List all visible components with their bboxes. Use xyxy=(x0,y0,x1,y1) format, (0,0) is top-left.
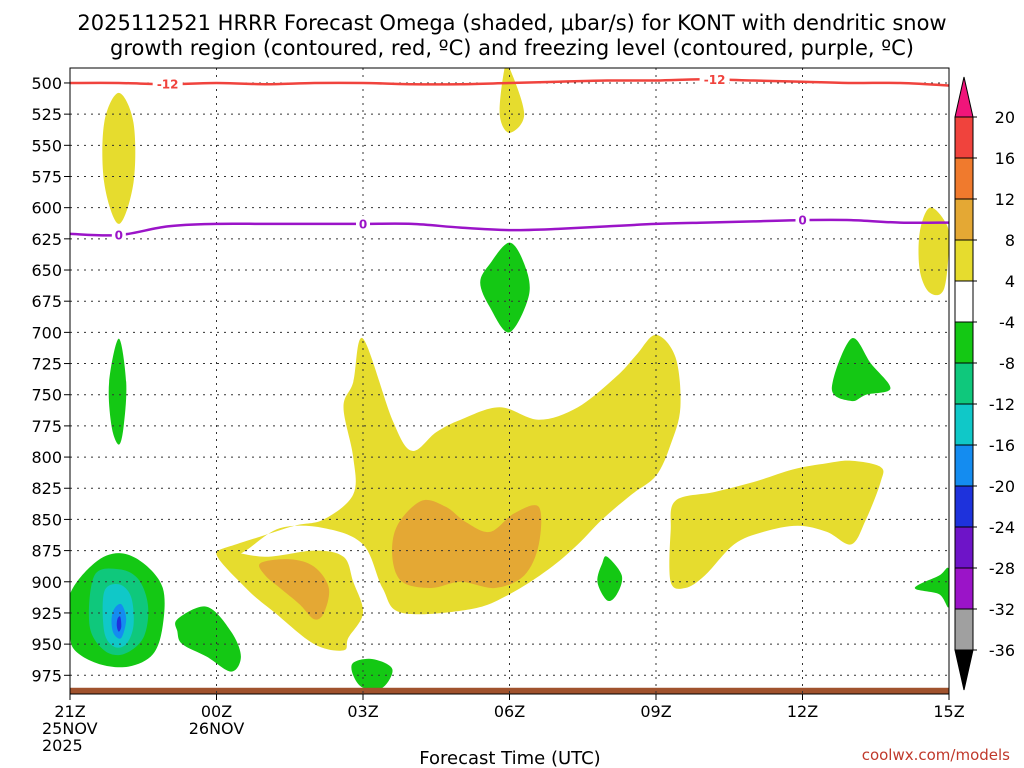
colorbar-segment-7 xyxy=(954,403,974,446)
x-tick-label-12-0: 09Z xyxy=(640,702,671,721)
omega-region-13 xyxy=(175,606,241,672)
freezing-contour-label-bg-2 xyxy=(795,212,810,229)
omega-region-1 xyxy=(499,68,525,133)
x-tick-label-0-1: 25NOV xyxy=(42,719,98,738)
y-tick-label-825: 825 xyxy=(31,479,62,498)
y-tick-label-900: 900 xyxy=(31,573,62,592)
dgz-contour-label-1: -12 xyxy=(704,73,726,87)
omega-region-11 xyxy=(597,556,623,602)
y-tick-label-600: 600 xyxy=(31,199,62,218)
colorbar-label--28: -28 xyxy=(989,559,1015,578)
y-tick-label-950: 950 xyxy=(31,635,62,654)
x-tick-label-3-1: 26NOV xyxy=(189,719,245,738)
colorbar-label--4: -4 xyxy=(999,313,1015,332)
colorbar-label-12: 12 xyxy=(995,190,1015,209)
chart-title-line2: growth region (contoured, red, ºC) and f… xyxy=(110,36,914,60)
colorbar-label-4: 4 xyxy=(1005,272,1015,291)
omega-region-10 xyxy=(831,338,891,402)
colorbar-label-8: 8 xyxy=(1005,231,1015,250)
ground-surface xyxy=(70,687,949,694)
x-tick-label-18-0: 15Z xyxy=(933,702,964,721)
colorbar-segment-1 xyxy=(954,157,974,200)
x-tick-label-3-0: 00Z xyxy=(201,702,232,721)
dgz-contour-label-bg-0 xyxy=(152,76,183,93)
freezing-contour-label-1: 0 xyxy=(359,217,367,231)
x-tick-label-6-0: 03Z xyxy=(347,702,378,721)
y-tick-label-775: 775 xyxy=(31,417,62,436)
colorbar-label--8: -8 xyxy=(999,354,1015,373)
omega-region-4 xyxy=(216,550,364,651)
y-tick-label-700: 700 xyxy=(31,323,62,342)
y-tick-label-650: 650 xyxy=(31,261,62,280)
credit-link[interactable]: coolwx.com/models xyxy=(862,746,1010,764)
y-tick-label-725: 725 xyxy=(31,355,62,374)
freezing-contour-label-bg-1 xyxy=(356,215,370,232)
omega-region-0 xyxy=(102,92,136,224)
colorbar-label--36: -36 xyxy=(989,641,1015,660)
y-tick-label-975: 975 xyxy=(31,666,62,685)
ground-strip xyxy=(70,687,949,694)
dgz-contour-line xyxy=(70,77,949,87)
omega-region-2 xyxy=(918,207,949,296)
colorbar-segment-6 xyxy=(954,362,974,405)
omega-region-6 xyxy=(259,559,330,620)
colorbar-segment-2 xyxy=(954,198,974,241)
x-tick-label-0-0: 21Z xyxy=(54,702,85,721)
colorbar-label--24: -24 xyxy=(989,518,1015,537)
freezing-contour-label-0: 0 xyxy=(115,229,123,243)
colorbar-label-16: 16 xyxy=(995,149,1015,168)
omega-region-12 xyxy=(914,567,949,608)
omega-region-5 xyxy=(669,460,884,589)
colorbar-top-arrow xyxy=(954,76,974,118)
colorbar-segment-4 xyxy=(954,280,974,323)
omega-region-19 xyxy=(116,616,122,632)
omega-region-3 xyxy=(216,334,681,615)
dgz-contour-label-bg-1 xyxy=(699,71,730,88)
x-tick-label-0-2: 2025 xyxy=(42,736,83,755)
y-tick-label-525: 525 xyxy=(31,105,62,124)
y-tick-label-675: 675 xyxy=(31,292,62,311)
colorbar-segment-3 xyxy=(954,239,974,282)
colorbar-segment-5 xyxy=(954,321,974,364)
grid-lines xyxy=(69,68,950,694)
contours: -12 -12 0 0 0 xyxy=(70,71,949,244)
y-tick-label-925: 925 xyxy=(31,604,62,623)
y-tick-label-500: 500 xyxy=(31,74,62,93)
x-tick-label-9-0: 06Z xyxy=(494,702,525,721)
colorbar-label--16: -16 xyxy=(989,436,1015,455)
y-tick-label-575: 575 xyxy=(31,167,62,186)
omega-region-14 xyxy=(351,658,393,690)
y-axis: 500 525 550 575 600 625 650 675 700 725 750 775 800 8… xyxy=(31,74,70,685)
colorbar-segment-9 xyxy=(954,485,974,528)
y-tick-label-625: 625 xyxy=(31,230,62,249)
colorbar-segment-8 xyxy=(954,444,974,487)
colorbar-label--32: -32 xyxy=(989,600,1015,619)
freezing-contour-label-bg-0 xyxy=(111,227,126,244)
colorbar-legend: 20 16 12 8 4 -4 -8 -12 -16 -20 -24 -28 -32 -36 xyxy=(954,76,1015,691)
colorbar-segment-10 xyxy=(954,526,974,569)
colorbar-segment-12 xyxy=(954,608,974,651)
dgz-contour-label-0: -12 xyxy=(157,78,179,92)
colorbar-label--12: -12 xyxy=(989,395,1015,414)
colorbar-label--20: -20 xyxy=(989,477,1015,496)
colorbar-label-20: 20 xyxy=(995,108,1015,127)
y-tick-label-875: 875 xyxy=(31,542,62,561)
omega-shading xyxy=(70,68,949,690)
y-tick-label-550: 550 xyxy=(31,136,62,155)
chart-title-line1: 2025112521 HRRR Forecast Omega (shaded, … xyxy=(77,11,946,35)
colorbar-segment-11 xyxy=(954,567,974,610)
omega-region-9 xyxy=(108,338,127,445)
omega-region-7 xyxy=(392,499,542,589)
colorbar-bottom-arrow xyxy=(954,649,974,691)
x-axis-label: Forecast Time (UTC) xyxy=(419,748,600,768)
y-tick-label-850: 850 xyxy=(31,510,62,529)
x-tick-label-15-0: 12Z xyxy=(787,702,818,721)
omega-region-8 xyxy=(480,242,530,333)
colorbar-segment-0 xyxy=(954,116,974,159)
y-tick-label-750: 750 xyxy=(31,386,62,405)
freezing-contour-label-2: 0 xyxy=(798,214,806,228)
y-tick-label-800: 800 xyxy=(31,448,62,467)
